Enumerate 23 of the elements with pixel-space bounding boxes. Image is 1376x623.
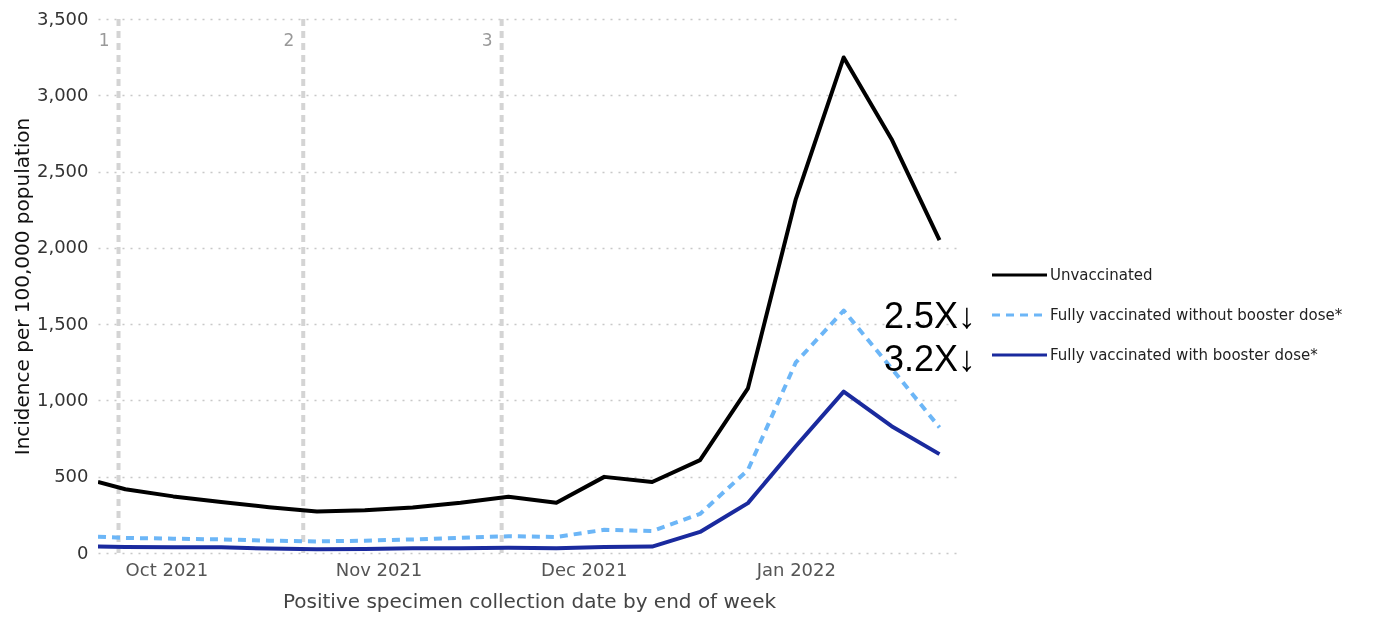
y-tick-label: 1,000	[36, 388, 89, 410]
y-tick-label: 500	[54, 465, 89, 487]
annotation: 2.5X↓	[884, 295, 977, 336]
y-tick-label: 3,000	[36, 83, 89, 105]
legend-label: Fully vaccinated without booster dose*	[1050, 306, 1343, 324]
x-axis-title: Positive specimen collection date by end of week	[282, 588, 777, 613]
y-axis-title: Incidence per 100,000 population	[9, 117, 34, 456]
ref-line-label: 3	[481, 30, 493, 50]
x-tick-label: Jan 2022	[755, 558, 836, 580]
y-tick-label: 2,500	[36, 160, 89, 182]
x-tick-label: Nov 2021	[335, 558, 423, 580]
y-tick-label: 3,500	[36, 7, 89, 29]
legend-label: Fully vaccinated with booster dose*	[1050, 346, 1319, 364]
y-tick-label: 0	[77, 541, 89, 563]
ref-line-label: 2	[283, 30, 295, 50]
legend-label: Unvaccinated	[1050, 266, 1153, 284]
x-tick-label: Oct 2021	[125, 558, 209, 580]
annotation: 3.2X↓	[884, 338, 977, 379]
ref-line-label: 1	[98, 30, 110, 50]
x-tick-label: Dec 2021	[541, 558, 628, 580]
y-tick-label: 2,000	[36, 236, 89, 258]
line-series	[98, 389, 942, 552]
y-tick-label: 1,500	[36, 312, 89, 334]
